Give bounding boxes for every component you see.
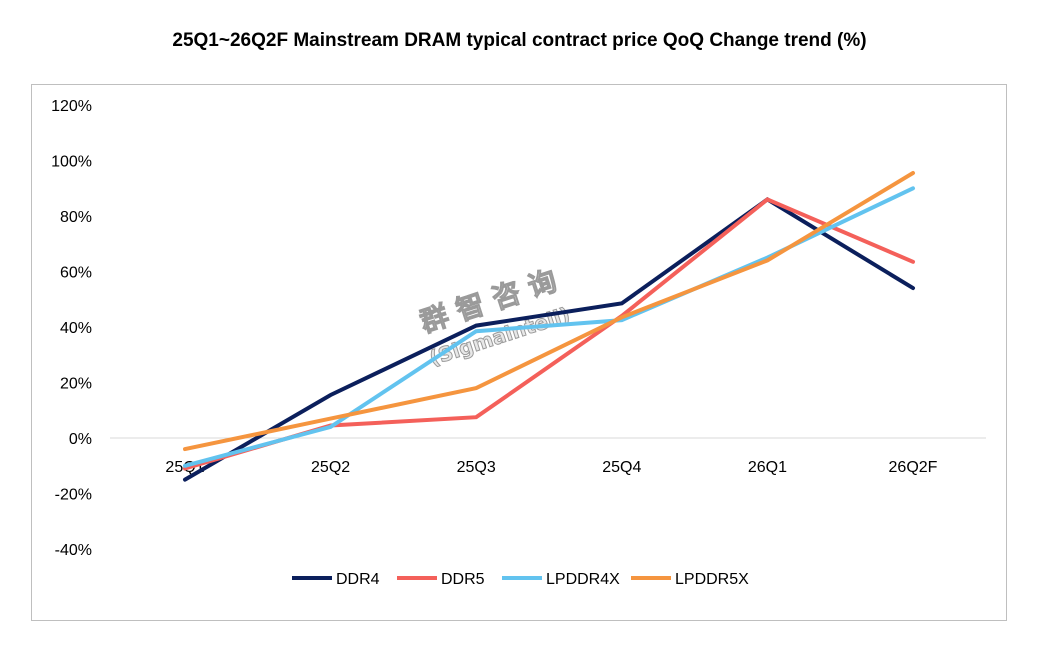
x-tick-label: 26Q2F <box>889 459 938 476</box>
plot-area <box>31 84 1007 621</box>
series-line-lpddr5x <box>183 171 915 452</box>
y-tick-label: 20% <box>60 376 92 393</box>
y-tick-label: -40% <box>55 542 92 559</box>
chart-title: 25Q1~26Q2F Mainstream DRAM typical contr… <box>172 30 867 51</box>
legend-label-lpddr4x: LPDDR4X <box>546 571 620 588</box>
y-tick-label: 0% <box>69 431 92 448</box>
y-tick-label: 80% <box>60 209 92 226</box>
x-axis: 25Q1 25Q2 25Q3 25Q4 26Q1 26Q2F <box>110 437 986 476</box>
x-tick-label: 25Q3 <box>457 459 496 476</box>
y-tick-label: -20% <box>55 487 92 504</box>
y-tick-label: 120% <box>51 98 92 115</box>
x-tick-label: 25Q4 <box>602 459 641 476</box>
x-tick-label: 26Q1 <box>748 459 787 476</box>
legend-label-lpddr5x: LPDDR5X <box>675 571 749 588</box>
series-line-ddr4 <box>183 197 915 482</box>
x-tick-label: 25Q2 <box>311 459 350 476</box>
legend: DDR4 DDR5 LPDDR4X LPDDR5X <box>292 571 749 588</box>
legend-label-ddr4: DDR4 <box>336 571 380 588</box>
y-tick-label: 60% <box>60 265 92 282</box>
legend-label-ddr5: DDR5 <box>441 571 485 588</box>
y-tick-label: 100% <box>51 154 92 171</box>
series-line-lpddr4x <box>183 186 915 468</box>
series-lines <box>183 171 915 482</box>
y-tick-label: 40% <box>60 320 92 337</box>
y-axis-ticks: -40% -20% 0% 20% 40% 60% 80% 100% 120% <box>51 98 92 559</box>
